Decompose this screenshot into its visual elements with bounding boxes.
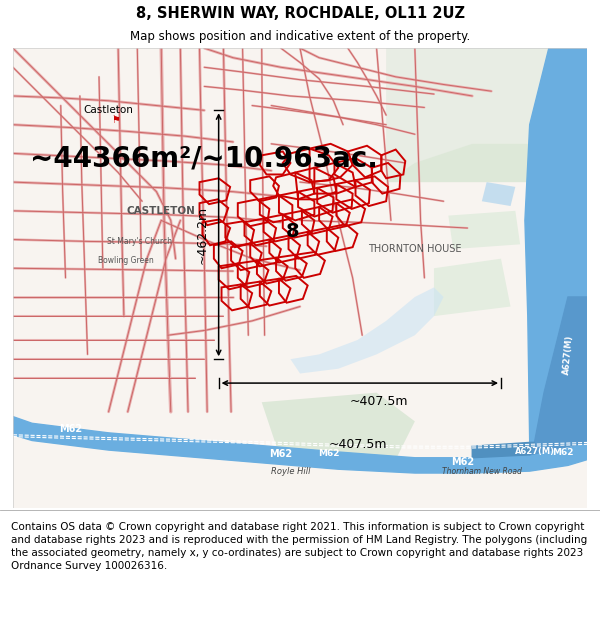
Text: 8: 8	[286, 222, 299, 241]
Text: ~407.5m: ~407.5m	[350, 394, 408, 408]
Polygon shape	[13, 417, 587, 473]
Text: M62: M62	[59, 424, 82, 434]
Polygon shape	[472, 442, 535, 458]
Text: Contains OS data © Crown copyright and database right 2021. This information is : Contains OS data © Crown copyright and d…	[11, 522, 587, 571]
Text: ~407.5m: ~407.5m	[328, 438, 386, 451]
Text: CASTLETON: CASTLETON	[127, 206, 196, 216]
Text: Map shows position and indicative extent of the property.: Map shows position and indicative extent…	[130, 30, 470, 43]
Text: A627(M): A627(M)	[514, 448, 554, 456]
Text: ⚑: ⚑	[112, 115, 121, 125]
Polygon shape	[530, 297, 587, 455]
Text: M62: M62	[553, 449, 574, 458]
Text: Castleton: Castleton	[83, 106, 134, 116]
Text: St Mary's Church: St Mary's Church	[107, 237, 172, 246]
Polygon shape	[482, 182, 515, 206]
Polygon shape	[386, 144, 549, 182]
Text: 8, SHERWIN WAY, ROCHDALE, OL11 2UZ: 8, SHERWIN WAY, ROCHDALE, OL11 2UZ	[136, 6, 464, 21]
Text: ~462.2m: ~462.2m	[196, 206, 209, 264]
Text: THORNTON HOUSE: THORNTON HOUSE	[368, 244, 461, 254]
Polygon shape	[448, 211, 520, 249]
Text: ~44366m²/~10.963ac.: ~44366m²/~10.963ac.	[31, 144, 378, 172]
Text: Royle Hill: Royle Hill	[271, 467, 310, 476]
Text: M62: M62	[318, 449, 340, 458]
Polygon shape	[386, 48, 568, 182]
Text: A627(M): A627(M)	[562, 334, 574, 375]
Text: M62: M62	[451, 456, 474, 466]
Polygon shape	[434, 259, 511, 316]
Text: Thornham New Road: Thornham New Road	[442, 467, 522, 476]
Text: Bowling Green: Bowling Green	[98, 256, 154, 265]
Polygon shape	[290, 288, 443, 374]
Polygon shape	[525, 48, 587, 442]
Polygon shape	[262, 392, 415, 459]
Text: M62: M62	[269, 449, 292, 459]
